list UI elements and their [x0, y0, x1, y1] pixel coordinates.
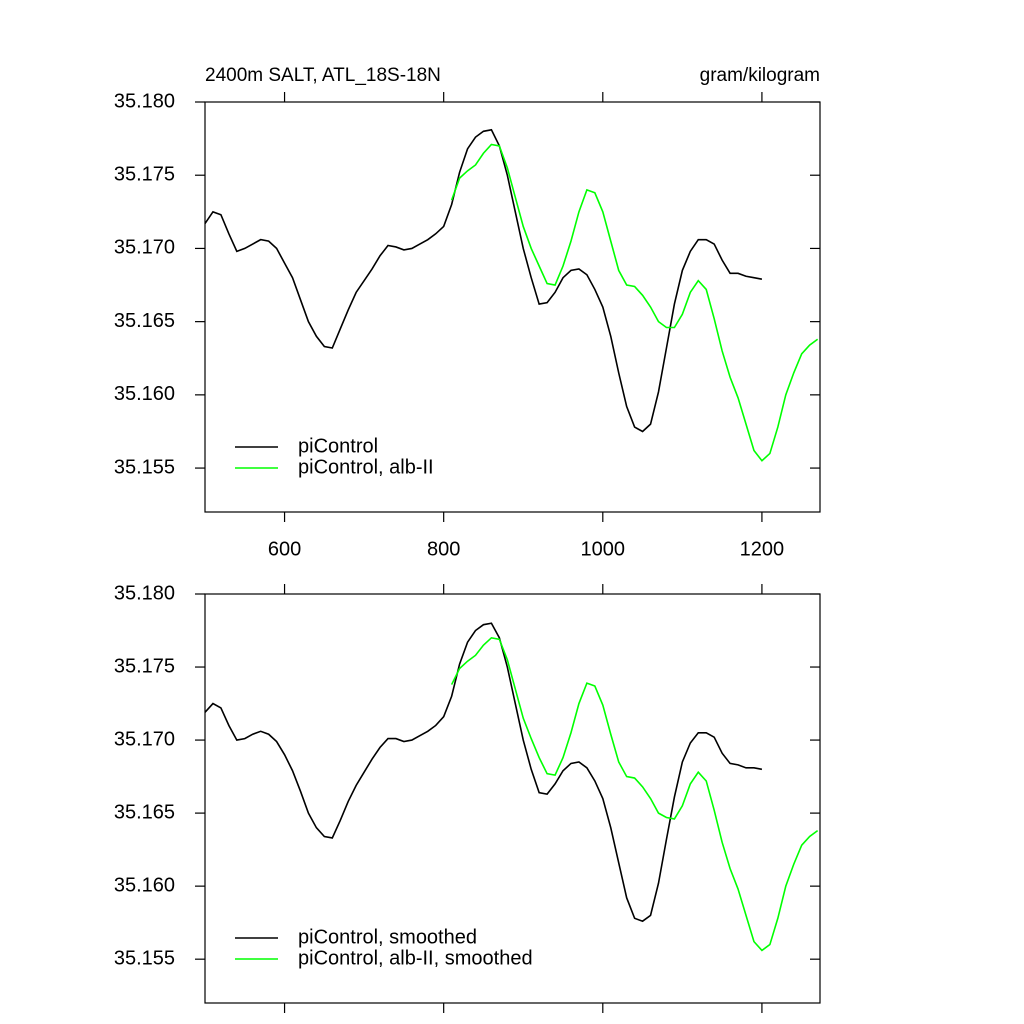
legend-label: piControl, smoothed: [298, 926, 477, 948]
chart-title: 2400m SALT, ATL_18S-18N: [205, 65, 441, 86]
x-tick-label: 1200: [740, 538, 785, 560]
series-line: [204, 622, 763, 923]
y-tick-label: 35.160: [114, 874, 175, 896]
y-tick-label: 35.170: [114, 237, 175, 259]
plot-frame: [204, 101, 821, 513]
y-tick-label: 35.175: [114, 655, 175, 677]
plot-frame: [204, 593, 821, 1004]
y-tick-label: 35.165: [114, 310, 175, 332]
y-tick-label: 35.165: [114, 801, 175, 823]
series-line: [450, 143, 819, 462]
series-line: [450, 636, 819, 952]
x-tick-label: 1000: [581, 538, 626, 560]
y-tick-label: 35.180: [114, 582, 175, 604]
legend-label: piControl, alb-II, smoothed: [298, 947, 533, 969]
legend-label: piControl: [298, 435, 378, 457]
y-tick-label: 35.180: [114, 90, 175, 112]
x-tick-label: 800: [427, 538, 460, 560]
y-tick-label: 35.160: [114, 383, 175, 405]
y-tick-label: 35.170: [114, 728, 175, 750]
legend-label: piControl, alb-II: [298, 456, 434, 478]
units-label: gram/kilogram: [700, 65, 820, 86]
y-tick-label: 35.155: [114, 947, 175, 969]
series-line: [204, 128, 763, 433]
y-tick-label: 35.155: [114, 456, 175, 478]
x-tick-label: 600: [268, 538, 301, 560]
y-tick-label: 35.175: [114, 163, 175, 185]
